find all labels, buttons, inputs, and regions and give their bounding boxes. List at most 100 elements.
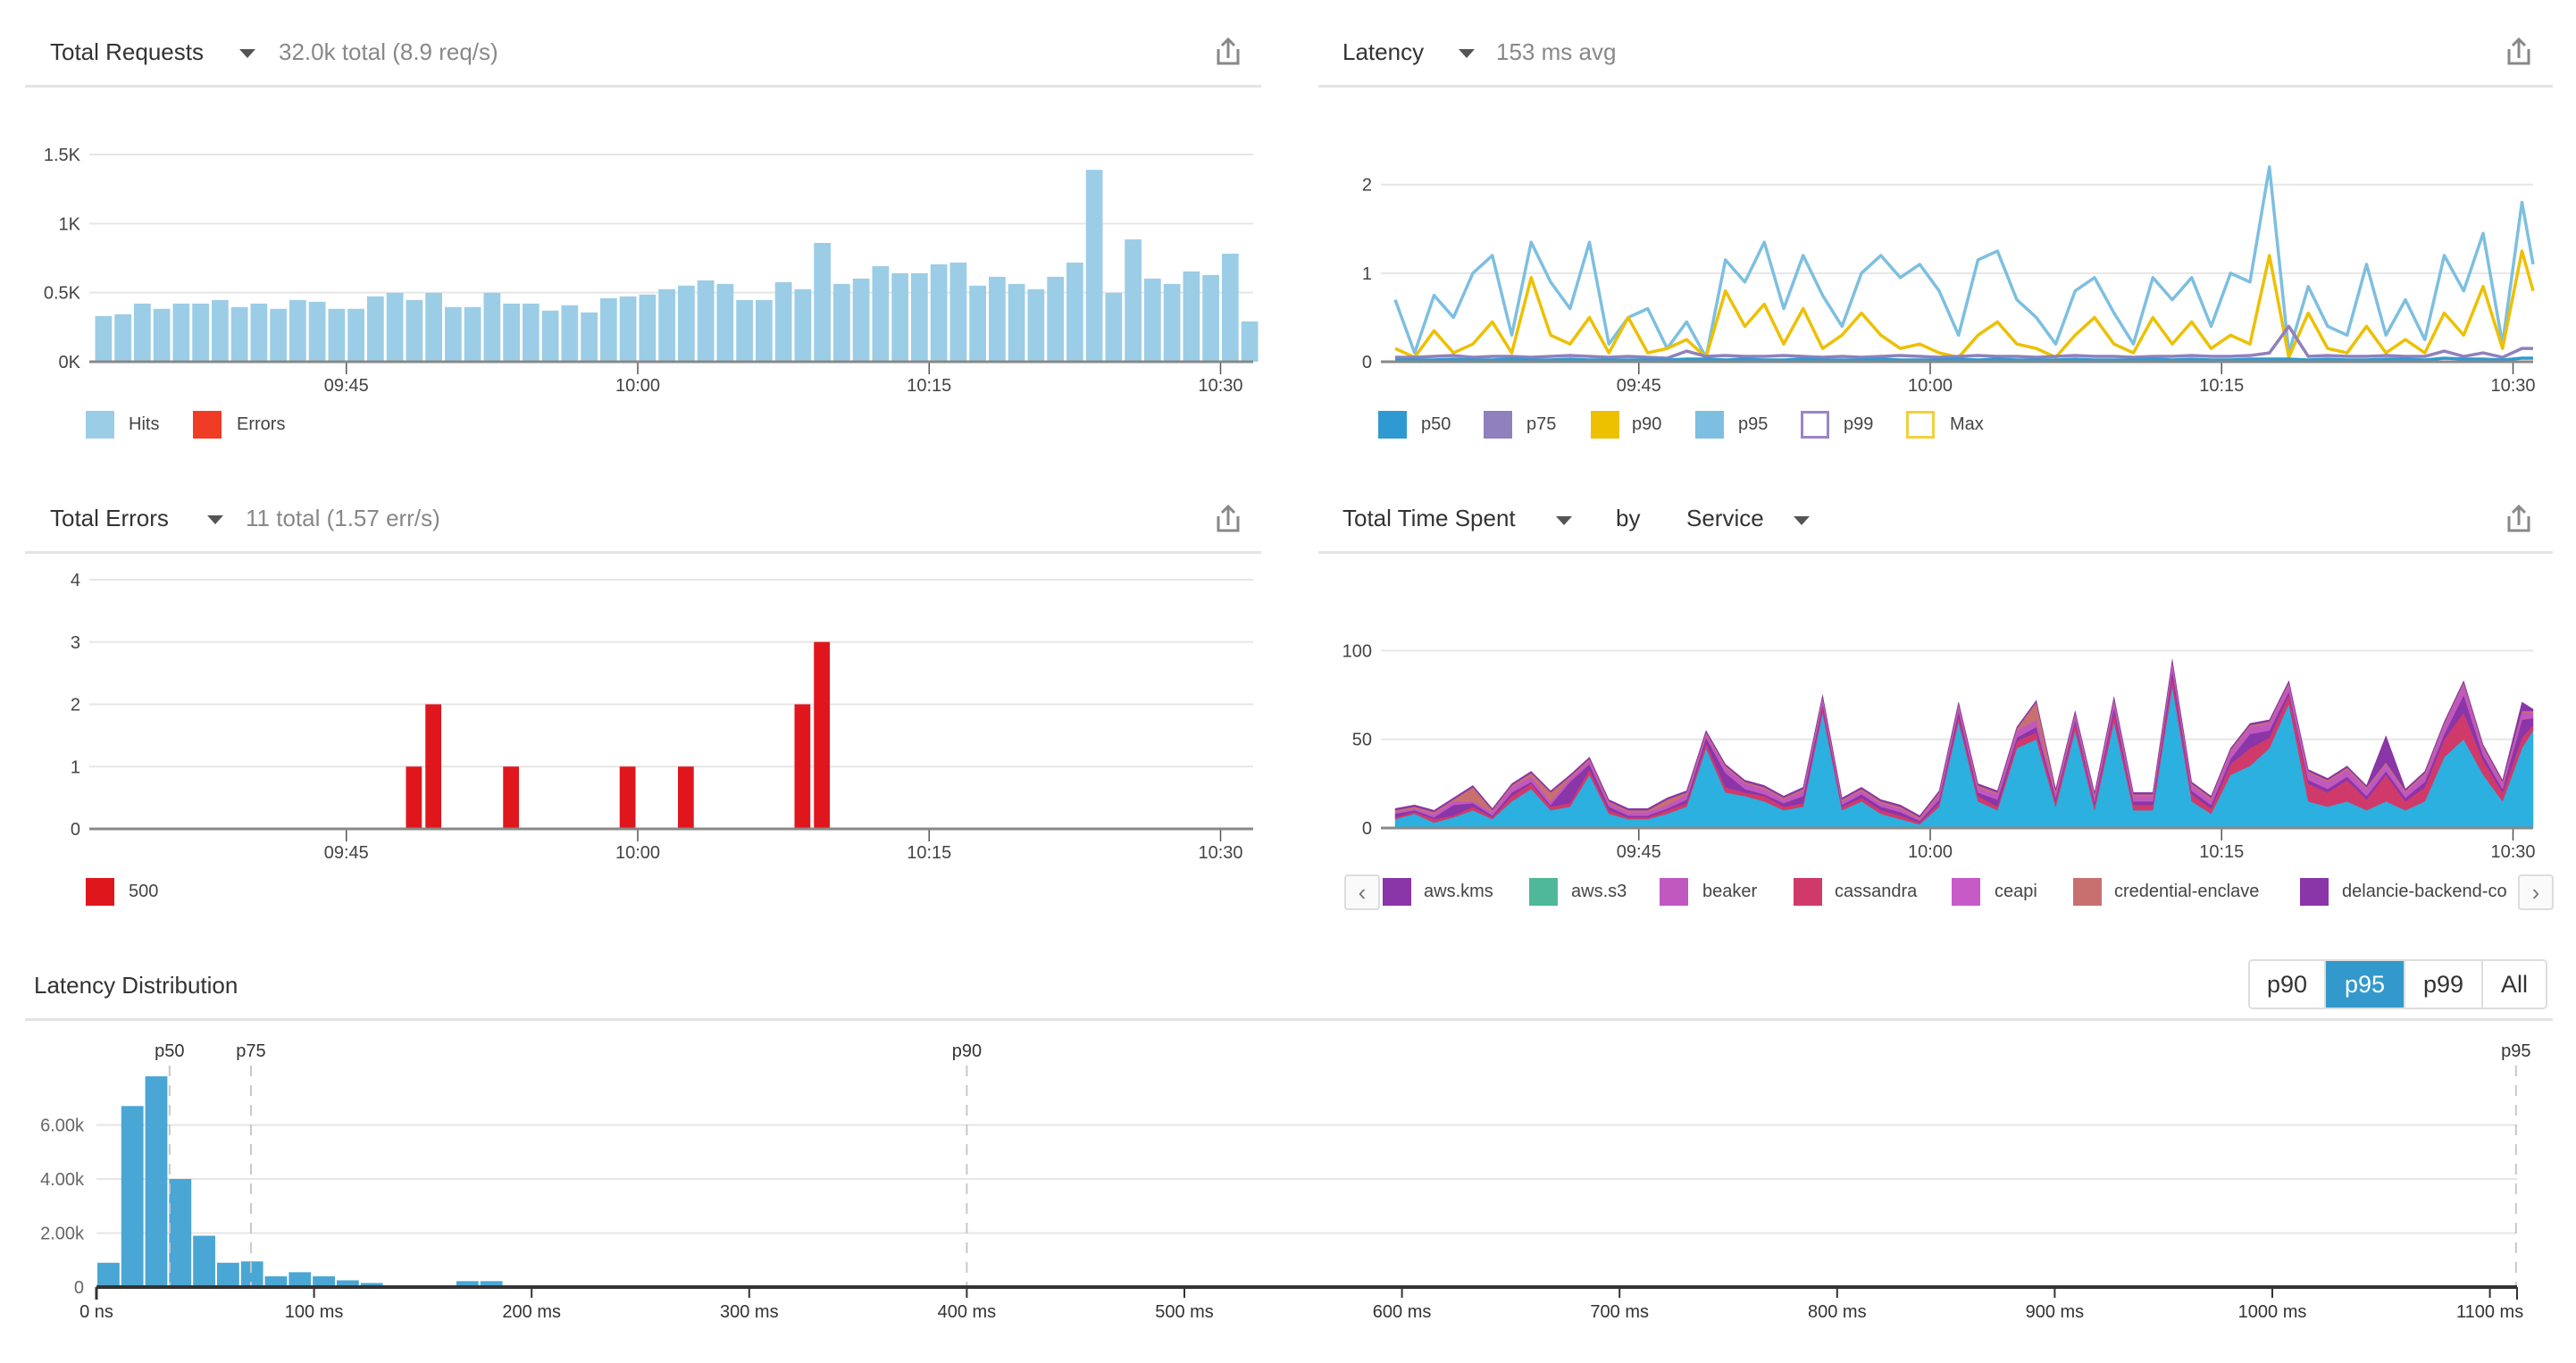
- y-tick-label: 2.00k: [40, 1225, 85, 1244]
- legend-label-p50[interactable]: p50: [1421, 414, 1451, 434]
- x-tick-label: 09:45: [1617, 842, 1661, 862]
- legend-swatch-500: [86, 878, 114, 906]
- error-bar: [425, 704, 441, 829]
- x-tick-label: 10:30: [1198, 376, 1242, 396]
- legend-swatch-cassandra: [1794, 878, 1822, 906]
- hits-bar: [230, 306, 248, 362]
- caret-down-icon[interactable]: [1459, 49, 1475, 58]
- latency-chart: 0 1 2 09:45 10:00 10:15 10:30: [1362, 165, 2536, 396]
- percentile-marker-label: p90: [952, 1041, 982, 1061]
- share-icon[interactable]: [2505, 37, 2532, 67]
- legend-label-beaker[interactable]: beaker: [1702, 882, 1758, 901]
- legend-label-Max[interactable]: Max: [1950, 414, 1984, 434]
- requests-chart: 0K 0.5K 1K 1.5K 09:45 10:00 10:15 10:30: [44, 146, 1259, 396]
- hits-bar: [270, 308, 287, 362]
- panel-title[interactable]: Total Time Spent: [1342, 505, 1516, 531]
- hits-bar: [891, 272, 908, 362]
- x-tick-label: 500 ms: [1155, 1302, 1214, 1322]
- x-tick-label: 200 ms: [502, 1302, 561, 1322]
- hits-bar: [1008, 283, 1025, 362]
- hits-bar: [581, 312, 598, 362]
- legend-label-cassandra[interactable]: cassandra: [1835, 882, 1918, 901]
- x-tick-label: 100 ms: [285, 1302, 344, 1322]
- y-tick-label: 0: [71, 820, 80, 840]
- legend-swatch-p50: [1378, 411, 1407, 439]
- hits-bar: [445, 306, 462, 362]
- x-tick-label: 1100 ms: [2456, 1302, 2523, 1322]
- histogram-bar: [145, 1076, 168, 1287]
- hits-bar: [561, 305, 579, 362]
- p99-button[interactable]: p99: [2405, 961, 2483, 1008]
- p90-button[interactable]: p90: [2250, 961, 2326, 1008]
- histogram-bar: [360, 1283, 383, 1287]
- percentile-marker-label: p75: [236, 1041, 265, 1061]
- legend-label-errors[interactable]: Errors: [237, 414, 286, 434]
- legend-label-credential-enclave[interactable]: credential-enclave: [2114, 882, 2260, 901]
- legend-label-ceapi[interactable]: ceapi: [1995, 882, 2037, 901]
- y-tick-label: 1: [71, 757, 80, 777]
- hits-bar: [619, 296, 637, 362]
- hits-bar: [989, 276, 1006, 362]
- histogram-bar: [480, 1281, 503, 1287]
- histogram-bar: [216, 1262, 239, 1287]
- y-tick-label: 2: [71, 696, 80, 715]
- hits-bar: [736, 299, 753, 362]
- x-tick-label: 800 ms: [1808, 1302, 1867, 1322]
- caret-down-icon[interactable]: [1556, 516, 1572, 525]
- hits-bar: [134, 303, 151, 362]
- hits-bar: [949, 262, 967, 362]
- p95-button[interactable]: p95: [2326, 961, 2405, 1008]
- legend-next-button[interactable]: ›: [2518, 874, 2554, 910]
- hits-bar: [716, 283, 734, 362]
- histogram-bar: [264, 1275, 288, 1287]
- share-icon[interactable]: [1215, 37, 1242, 67]
- caret-down-icon[interactable]: [239, 49, 255, 58]
- hits-bar: [114, 314, 131, 362]
- hits-bar: [406, 299, 423, 362]
- legend-swatch-hits: [86, 411, 114, 439]
- x-tick-label: 0 ns: [79, 1302, 113, 1322]
- hits-bar: [1105, 292, 1123, 362]
- legend-label-aws.kms[interactable]: aws.kms: [1424, 882, 1493, 901]
- caret-down-icon[interactable]: [1794, 516, 1810, 525]
- hits-bar: [930, 263, 948, 362]
- panel-title: Latency: [1342, 38, 1425, 65]
- hits-bar: [1125, 238, 1142, 362]
- hits-bar: [250, 303, 268, 362]
- y-tick-label: 0.5K: [44, 284, 81, 304]
- hits-bar: [483, 292, 501, 362]
- histogram-bar: [121, 1106, 144, 1287]
- share-icon[interactable]: [2505, 504, 2532, 534]
- hits-bar: [95, 315, 113, 362]
- all-button[interactable]: All: [2483, 961, 2546, 1008]
- percentile-marker-label: p50: [155, 1041, 184, 1061]
- hits-bar: [814, 242, 831, 362]
- legend-swatch-p99: [1801, 411, 1829, 439]
- area-delancie-backend-co: [1394, 659, 2534, 818]
- group-by-select[interactable]: Service: [1686, 505, 1764, 531]
- legend-label-p75[interactable]: p75: [1526, 414, 1557, 434]
- y-tick-label: 3: [71, 633, 80, 653]
- legend-label-p95[interactable]: p95: [1738, 414, 1769, 434]
- series-line-p90: [1394, 249, 2535, 359]
- hits-bar: [425, 292, 442, 362]
- y-tick-label: 0K: [59, 353, 81, 372]
- share-icon[interactable]: [1215, 504, 1242, 534]
- hits-bar: [756, 299, 773, 362]
- legend-label-500[interactable]: 500: [129, 882, 159, 901]
- legend-label-hits[interactable]: Hits: [129, 414, 160, 434]
- legend-label-p90[interactable]: p90: [1632, 414, 1662, 434]
- hits-bar: [1163, 283, 1181, 362]
- hits-bar: [153, 308, 171, 362]
- legend-label-delancie-backend-co[interactable]: delancie-backend-co: [2342, 882, 2507, 901]
- hits-bar: [1085, 170, 1103, 362]
- legend-label-p99[interactable]: p99: [1844, 414, 1874, 434]
- legend-prev-button[interactable]: ‹: [1344, 874, 1380, 910]
- panel-title: Total Requests: [50, 38, 204, 65]
- x-tick-label: 10:30: [1198, 843, 1242, 863]
- legend-label-aws.s3[interactable]: aws.s3: [1571, 882, 1627, 901]
- caret-down-icon[interactable]: [207, 515, 223, 524]
- x-tick-label: 10:00: [615, 843, 660, 863]
- hits-bar: [523, 303, 539, 362]
- x-tick-label: 10:00: [1908, 842, 1953, 862]
